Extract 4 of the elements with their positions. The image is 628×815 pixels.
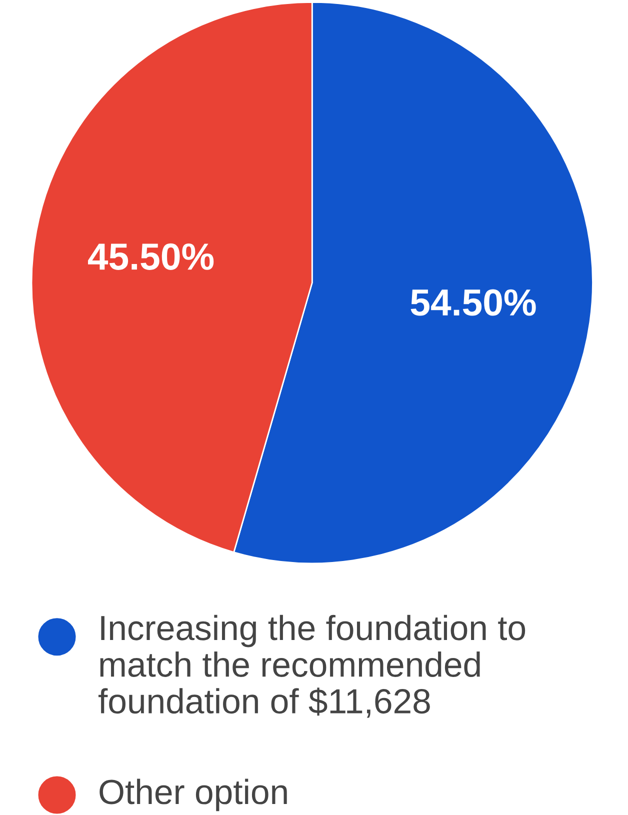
data-label: 45.50% — [88, 243, 214, 270]
legend-label: Other option — [100, 778, 287, 812]
legend-label: Increasing the foundation to match the recommended foundation of $11,628 — [98, 614, 526, 718]
data-label: 54.50% — [410, 289, 536, 316]
